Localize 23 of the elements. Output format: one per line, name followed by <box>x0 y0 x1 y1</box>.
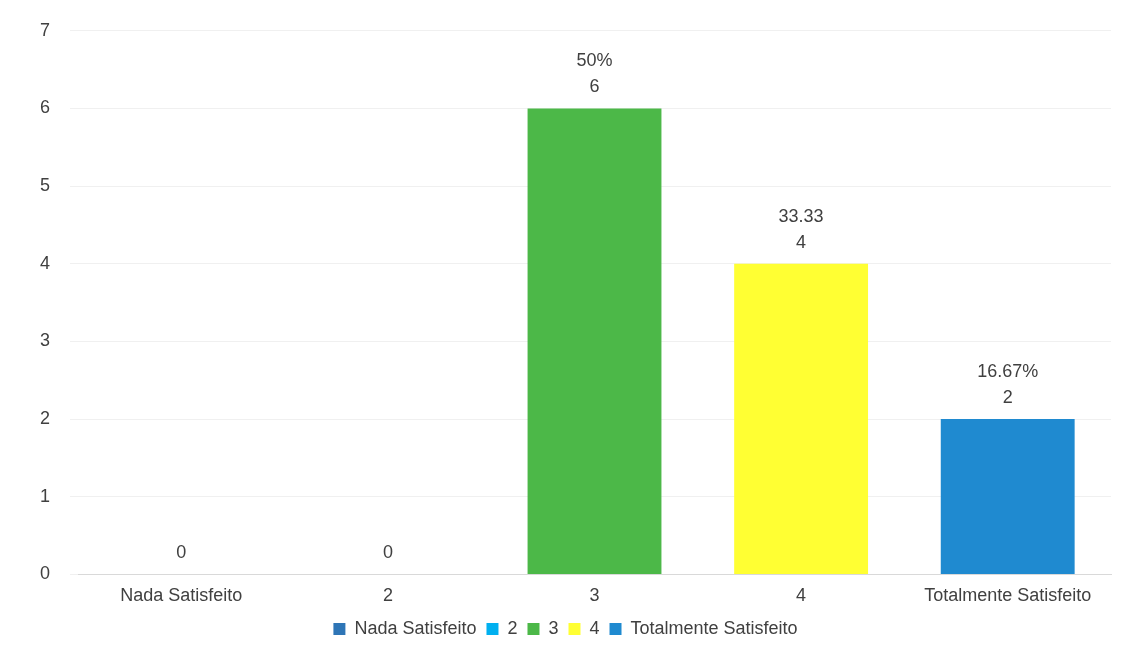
y-tick-label: 6 <box>40 97 51 118</box>
x-tick-label: 2 <box>382 585 393 606</box>
y-tick-label: 4 <box>40 252 51 273</box>
x-tick-label: 4 <box>796 585 807 606</box>
y-tick-label: 0 <box>40 563 51 584</box>
legend-label: Totalmente Satisfeito <box>630 617 798 638</box>
data-label: 0 <box>382 542 393 563</box>
legend-label: 3 <box>548 617 559 638</box>
x-tick-label: Totalmente Satisfeito <box>924 585 1092 606</box>
x-tick-label: Nada Satisfeito <box>120 585 243 606</box>
data-label: 33.33 4 <box>778 205 824 252</box>
x-tick-label: 3 <box>589 585 600 606</box>
data-label: 16.67% 2 <box>977 361 1039 408</box>
legend-label: 2 <box>507 617 518 638</box>
data-label: 50% 6 <box>576 50 613 97</box>
y-tick-label: 2 <box>40 408 51 429</box>
legend-label: 4 <box>589 617 600 638</box>
y-tick-label: 5 <box>40 175 51 196</box>
y-tick-label: 3 <box>40 330 51 351</box>
data-label: 0 <box>176 542 187 563</box>
y-tick-label: 1 <box>40 485 51 506</box>
legend-label: Nada Satisfeito <box>354 617 477 638</box>
y-tick-label: 7 <box>40 19 51 40</box>
